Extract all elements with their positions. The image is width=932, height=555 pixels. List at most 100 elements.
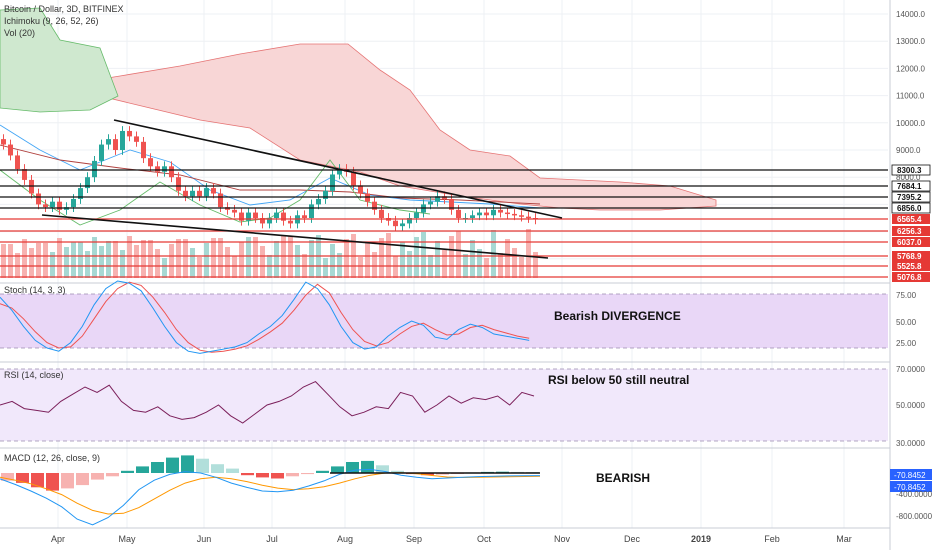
candle-body — [288, 220, 293, 224]
downtrend-line-upper[interactable] — [113, 119, 563, 219]
volume-bar — [505, 239, 510, 278]
macd-hist-bar — [436, 473, 449, 475]
volume-bar — [274, 241, 279, 278]
volume-bar — [414, 237, 419, 278]
candle-body — [92, 160, 97, 178]
stoch-tick-25: 25.00 — [896, 339, 917, 348]
candle-body — [204, 188, 209, 197]
candle-body — [323, 190, 328, 199]
volume-bar — [260, 246, 265, 278]
candle-body — [274, 212, 279, 218]
level-badge-red — [892, 237, 930, 247]
stoch-k-line — [0, 280, 530, 354]
macd-hist-bar — [361, 460, 374, 473]
macd-hist-bar — [316, 470, 329, 473]
rsi-tick-30: 30.0000 — [896, 439, 925, 448]
candle-body — [491, 209, 496, 216]
volume-bar — [344, 239, 349, 278]
macd-hist-bar — [211, 464, 224, 473]
candle-body — [246, 212, 251, 221]
time-tick-label: Aug — [337, 534, 353, 544]
volume-bar — [71, 242, 76, 278]
volume-bar — [393, 256, 398, 278]
ichimoku-cloud — [0, 7, 717, 211]
level-badge-label: 8300.3 — [897, 166, 922, 175]
level-badge-label: 5525.8 — [897, 262, 922, 271]
candle-body — [43, 204, 48, 208]
rsi-line — [0, 381, 535, 424]
candle-body — [141, 141, 146, 159]
volume-bar — [8, 244, 13, 278]
candle-body — [414, 212, 419, 218]
level-badge-red — [892, 226, 930, 236]
macd-hist-bar — [421, 473, 434, 476]
rsi-label: RSI (14, close) — [4, 370, 64, 380]
candle-body — [57, 201, 62, 210]
candle-body — [449, 198, 454, 210]
macd-hist-bar — [76, 473, 89, 486]
candle-body — [435, 196, 440, 202]
price-tick-label: 8000.0 — [896, 173, 921, 182]
volume-bar — [456, 231, 461, 278]
macd-hist-bar — [301, 473, 314, 475]
volume-bar — [204, 243, 209, 278]
time-tick-label: Jul — [266, 534, 278, 544]
volume-bar — [421, 232, 426, 278]
volume-bar — [400, 242, 405, 278]
macd-line — [0, 468, 541, 526]
horizontal-levels — [0, 169, 888, 278]
candle-body — [183, 190, 188, 197]
candle-body — [512, 213, 517, 216]
volume-bar — [78, 242, 83, 278]
volume-label: Vol (20) — [4, 28, 35, 38]
level-badge-red — [892, 214, 930, 224]
macd-badge-2-bg — [890, 481, 932, 492]
volume-bar — [379, 238, 384, 278]
volume-bar — [57, 238, 62, 278]
volume-bar — [288, 236, 293, 278]
candle-body — [127, 130, 132, 137]
volume-bar — [141, 240, 146, 278]
stoch-annotation: Bearish DIVERGENCE — [554, 309, 681, 323]
level-badge-black — [891, 180, 931, 192]
macd-badge-2: -70.8452 — [894, 483, 926, 492]
ichimoku-conversion-line — [0, 124, 541, 209]
macd-hist-bar — [346, 462, 359, 473]
volume-bar — [85, 251, 90, 278]
candle-body — [267, 218, 272, 224]
level-badge-label: 5076.8 — [897, 273, 922, 282]
macd-hist-bar — [181, 455, 194, 473]
volume-bar — [183, 239, 188, 278]
level-badge-label: 6256.3 — [897, 227, 922, 236]
volume-bar — [407, 251, 412, 278]
price-pane[interactable] — [0, 7, 888, 278]
downtrend-line-lower[interactable] — [41, 214, 549, 259]
level-badge-black — [891, 164, 931, 176]
macd-hist-bar — [1, 473, 14, 481]
volume-bar — [127, 236, 132, 278]
stoch-tick-75: 50.00 — [896, 318, 917, 327]
stoch-band — [0, 294, 888, 348]
rsi-tick-70: 70.0000 — [896, 365, 925, 374]
macd-hist-bar — [271, 473, 284, 479]
macd-hist-bar — [16, 473, 29, 483]
time-axis[interactable]: Apr May Jun Jul Aug Sep Oct Nov Dec 2019 Feb Mar — [51, 534, 852, 544]
volume-bar — [533, 252, 538, 278]
volume-bar — [169, 244, 174, 278]
volume-bar — [120, 250, 125, 278]
time-tick-label: Feb — [764, 534, 780, 544]
level-badge-red — [892, 261, 930, 271]
volume-bar — [155, 249, 160, 278]
macd-annotation: BEARISH — [596, 471, 650, 485]
time-tick-label: May — [118, 534, 136, 544]
candle-body — [36, 193, 41, 205]
candle-body — [337, 169, 342, 175]
volume-bar — [64, 247, 69, 278]
candle-body — [148, 158, 153, 167]
candle-body — [519, 215, 524, 217]
candle-body — [477, 212, 482, 216]
candle-body — [155, 166, 160, 172]
price-tick-label: 11000.0 — [896, 92, 925, 101]
candle-body — [85, 177, 90, 189]
